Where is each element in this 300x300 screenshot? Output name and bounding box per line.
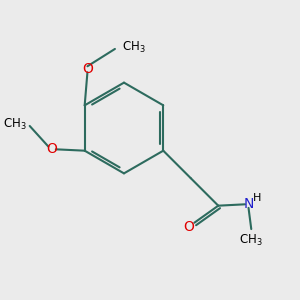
Text: N: N — [243, 197, 254, 211]
Text: CH$_3$: CH$_3$ — [122, 40, 146, 55]
Text: H: H — [253, 193, 262, 203]
Text: O: O — [46, 142, 57, 156]
Text: CH$_3$: CH$_3$ — [239, 233, 263, 248]
Text: CH$_3$: CH$_3$ — [3, 117, 26, 132]
Text: O: O — [183, 220, 194, 234]
Text: O: O — [82, 62, 93, 76]
